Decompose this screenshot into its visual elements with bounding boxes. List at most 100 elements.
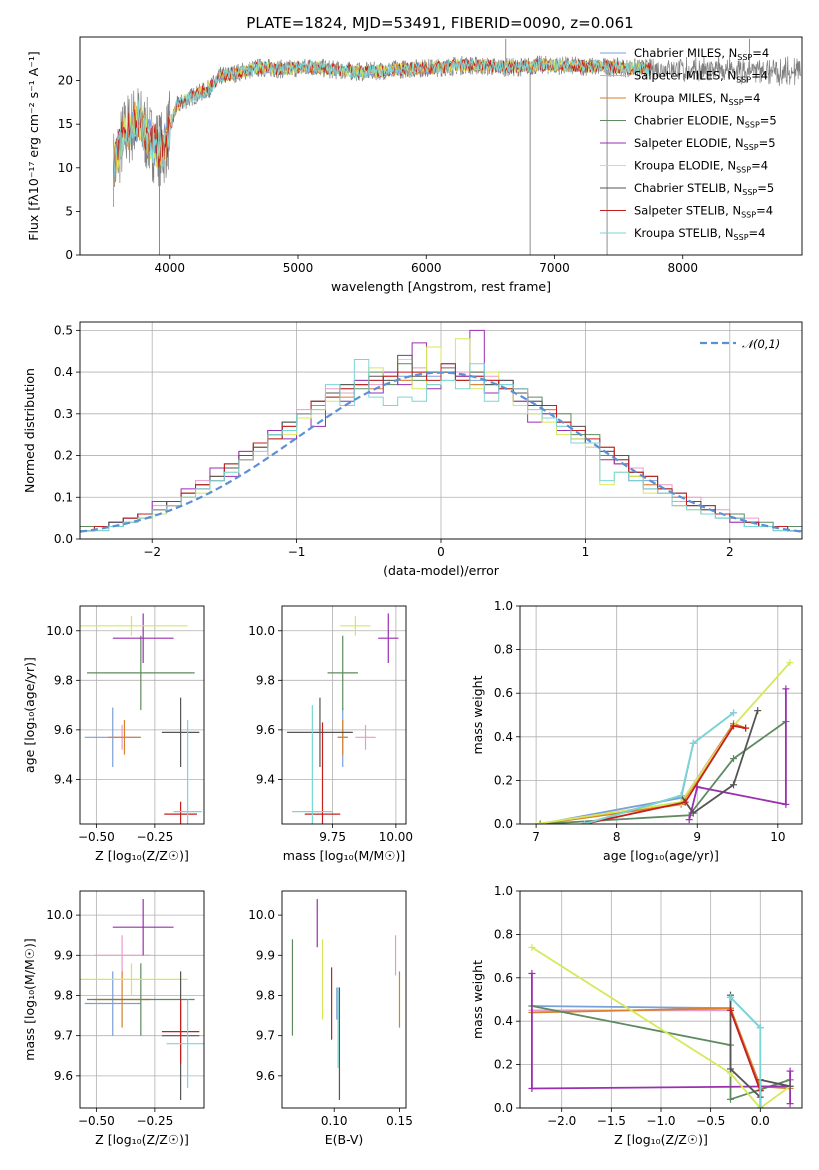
plot-area-mass_weight_vs_age [532,659,794,824]
plot-area-age_vs_Z [80,613,202,824]
panel-spectrum: 4000 5000 6000 7000 8000 0 5 10 15 20 wavelength [… [26,36,803,294]
x-tick-label: 5000 [283,261,314,275]
y-tick-label: 0.0 [494,1101,513,1115]
y-axis-label: mass weight [470,675,485,754]
plot-area-mass_vs_Z [80,899,204,1100]
x-tick-label: 9.75 [319,830,346,844]
y-tick-label: 10.0 [248,624,275,638]
y-tick-label: 9.7 [256,1029,275,1043]
x-tick-label: 0 [437,545,445,559]
y-tick-label: 9.4 [256,772,275,786]
x-tick-label: −1.0 [646,1114,675,1128]
weight-line-salpeter_stelib [584,724,746,824]
legend-entry-kroupa_elodie: Kroupa ELODIE, NSSP=4 [634,159,768,175]
panel-mass_weight_vs_age: 7 8 9 10 0.0 0.2 0.4 0.6 0.8 1.0 age [log₁₀(age/yr… [470,599,803,863]
x-tick-label: 7 [532,830,540,844]
axes-frame [519,890,803,1109]
x-axis-label: mass [log₁₀(M/M☉)] [283,848,405,863]
x-tick-label: 9 [693,830,701,844]
weight-line-salpeter_elodie [688,688,787,820]
x-tick-label: −0.25 [136,830,173,844]
y-tick-label: 0.1 [54,490,73,504]
x-axis-label: (data-model)/error [383,563,500,578]
y-tick-label: 9.4 [54,772,73,786]
y-tick-label: 9.8 [256,988,275,1002]
y-axis-label: Normed distribution [22,368,37,493]
figure-title: PLATE=1824, MJD=53491, FIBERID=0090, z=0… [246,14,633,32]
y-tick-label: 0.2 [54,449,73,463]
x-tick-label: −2.0 [547,1114,576,1128]
panel-age_vs_mass: 9.75 10.00 9.4 9.6 9.8 10.0 mass [log₁₀(M/M☉)] [248,605,413,863]
y-tick-label: 9.6 [54,723,73,737]
axes-frame [79,321,803,540]
x-tick-label: 8 [613,830,621,844]
y-tick-label: 1.0 [494,884,513,898]
x-tick-label: 1 [582,545,590,559]
y-tick-label: 9.9 [256,948,275,962]
legend-entry-chabrier_miles: Chabrier MILES, NSSP=4 [634,46,769,62]
x-axis-label: Z [log₁₀(Z/Z☉)] [614,1132,708,1147]
x-tick-label: −1.5 [597,1114,626,1128]
panel-mass_weight_vs_Z: −2.0 −1.5 −1.0 −0.5 0.0 0.0 0.2 0.4 0.6 0.8 1.0 Z [… [470,884,803,1147]
axes-frame [79,36,803,256]
y-tick-label: 9.9 [54,948,73,962]
y-tick-label: 0.6 [494,686,513,700]
x-tick-label: −0.50 [78,1114,115,1128]
y-tick-label: 5 [65,204,73,218]
legend-entry-salpeter_elodie: Salpeter ELODIE, NSSP=5 [634,136,776,152]
y-tick-label: 0.5 [54,323,73,337]
y-tick-label: 0.0 [54,532,73,546]
x-tick-label: 2 [726,545,734,559]
x-axis-label: wavelength [Angstrom, rest frame] [331,279,551,294]
y-tick-label: 0.0 [494,817,513,831]
x-axis-label: Z [log₁₀(Z/Z☉)] [95,1132,189,1147]
axes-frame [281,890,407,1109]
legend-entry-kroupa_stelib: Kroupa STELIB, NSSP=4 [634,226,765,242]
model-spectrum-salpeter_stelib [112,58,651,190]
x-tick-label: 0.10 [321,1114,348,1128]
y-tick-label: 9.6 [256,723,275,737]
y-tick-label: 9.8 [256,673,275,687]
x-tick-label: 6000 [411,261,442,275]
x-tick-label: −0.25 [136,1114,173,1128]
x-tick-label: 7000 [539,261,570,275]
plot-area-age_vs_mass [287,613,399,824]
histogram-kroupa_stelib [80,359,802,539]
x-tick-label: 10 [770,830,785,844]
panel-age_vs_Z: −0.50 −0.25 9.4 9.6 9.8 10.0 Z [log₁₀(Z/Z☉)] ag… [22,605,205,863]
y-tick-label: 10 [58,161,73,175]
histogram-salpeter_stelib [80,363,802,539]
y-tick-label: 0 [65,248,73,262]
x-tick-label: −0.50 [78,830,115,844]
x-tick-label: −0.5 [696,1114,725,1128]
plot-area-mass_vs_ebv [291,899,401,1100]
plot-area-residuals [80,329,802,539]
x-tick-label: −1 [288,545,306,559]
x-axis-label: age [log₁₀(age/yr)] [603,848,719,863]
y-tick-label: 9.6 [256,1069,275,1083]
x-axis-label: Z [log₁₀(Z/Z☉)] [95,848,189,863]
y-axis-label: mass weight [470,960,485,1039]
normal-curve [80,371,802,533]
y-tick-label: 10.0 [46,908,73,922]
y-tick-label: 10.0 [248,908,275,922]
panel-mass_vs_ebv: 0.10 0.15 9.6 9.7 9.8 9.9 10.0 E(B-V) [248,890,413,1147]
x-tick-label: −2 [143,545,161,559]
model-spectrum-kroupa_elodie [112,57,651,190]
legend-entry-chabrier_elodie: Chabrier ELODIE, NSSP=5 [634,114,777,130]
weight-line-kroupa_stelib [584,712,735,824]
y-tick-label: 20 [58,74,73,88]
y-tick-label: 0.8 [494,643,513,657]
y-axis-label: mass [log₁₀(M/M☉)] [22,938,37,1060]
legend-entry-chabrier_stelib: Chabrier STELIB, NSSP=5 [634,181,774,197]
y-tick-label: 15 [58,117,73,131]
x-tick-label: 10.00 [379,830,413,844]
y-tick-label: 0.4 [54,365,73,379]
y-tick-label: 0.3 [54,407,73,421]
weight-line-chabrier_elodie [540,720,787,824]
x-tick-label: 8000 [667,261,698,275]
y-tick-label: 9.8 [54,673,73,687]
y-tick-label: 9.7 [54,1029,73,1043]
x-tick-label: 4000 [154,261,185,275]
